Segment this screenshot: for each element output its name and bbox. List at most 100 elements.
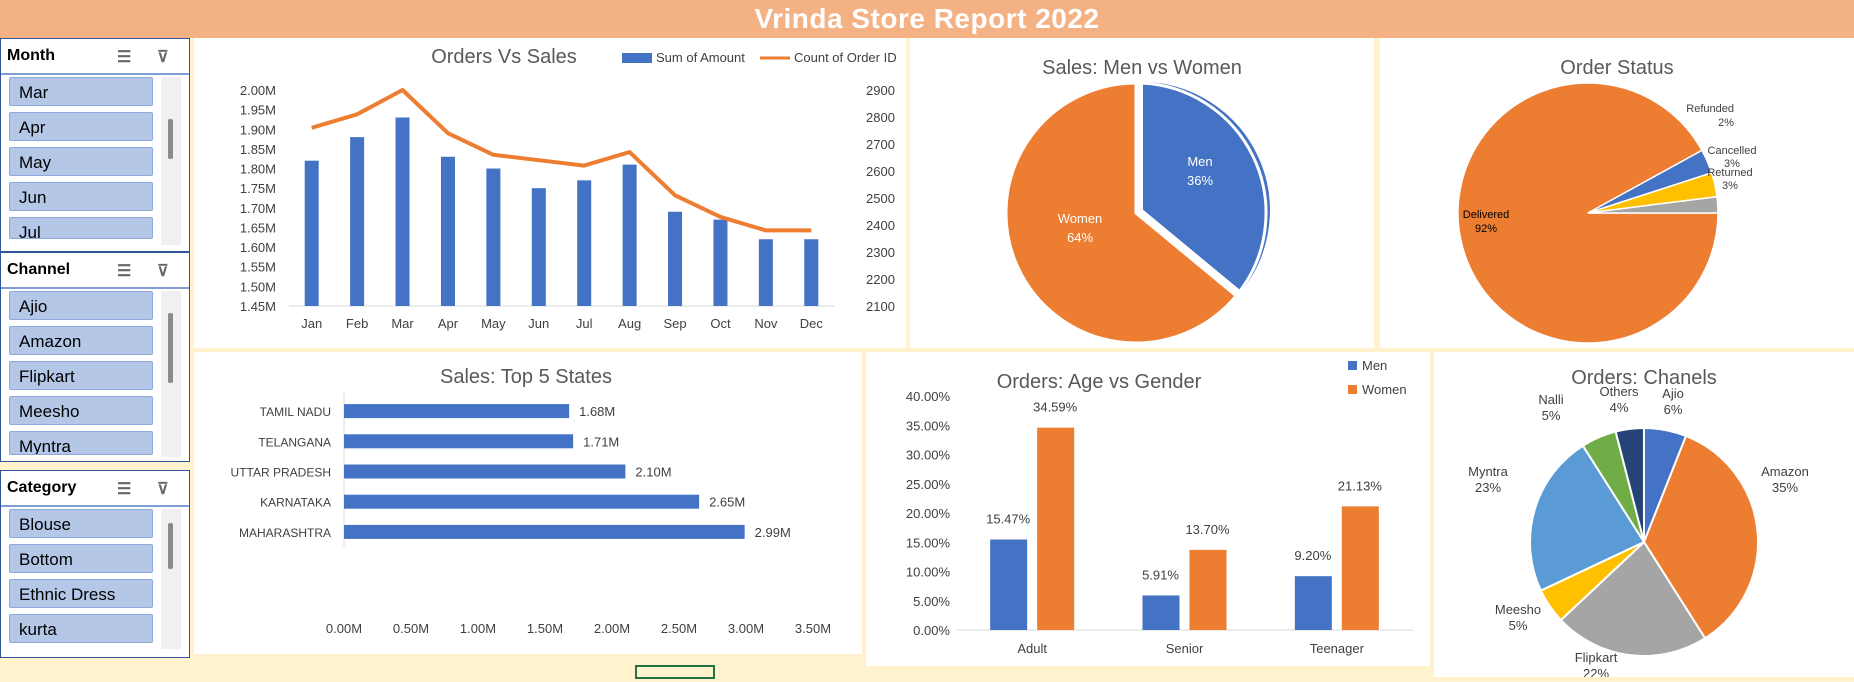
slice-label: Ajio [1662, 386, 1684, 401]
y-tick: 0.00% [913, 623, 950, 638]
bar-state [344, 404, 570, 419]
slicer-item[interactable]: Jul [9, 217, 153, 239]
bar-women [1341, 506, 1379, 630]
scrollbar-thumb[interactable] [168, 523, 173, 569]
multi-select-icon[interactable]: ☰ [117, 481, 132, 498]
x-tick: Apr [438, 316, 459, 331]
y-tick-right: 2700 [866, 137, 895, 152]
multi-select-icon[interactable]: ☰ [117, 263, 132, 280]
bar-state [344, 434, 574, 449]
slicer-header: Category ☰ ⊽ [1, 471, 189, 507]
data-label: 2.10M [635, 465, 671, 480]
clear-filter-icon[interactable]: ⊽ [157, 49, 169, 66]
y-tick: 10.00% [906, 565, 951, 580]
x-tick: 2.50M [661, 621, 697, 636]
pie-slice-myntra [1529, 444, 1646, 592]
slice-label: Meesho [1495, 602, 1541, 617]
slice-label-refunded: Refunded [1686, 103, 1734, 115]
x-tick: Mar [391, 316, 414, 331]
x-tick: May [481, 316, 506, 331]
slicer-scrollbar[interactable] [161, 291, 181, 457]
y-tick-right: 2100 [866, 299, 895, 314]
clear-filter-icon[interactable]: ⊽ [157, 263, 169, 280]
slice-label-men: Men [1187, 154, 1212, 169]
bar-state [344, 494, 700, 509]
slicer-item[interactable]: Ethnic Dress [9, 579, 153, 608]
channel-slicer[interactable]: Channel ☰ ⊽ Ajio Amazon Flipkart Meesho … [0, 252, 190, 462]
legend-label-orders: Count of Order ID [794, 50, 897, 65]
slicer-item[interactable]: kurta [9, 614, 153, 643]
scrollbar-thumb[interactable] [168, 313, 173, 383]
y-tick-left: 1.85M [240, 142, 276, 157]
slice-value-cancelled: 3% [1724, 158, 1740, 170]
slice-value: 5% [1542, 408, 1561, 423]
slicer-item[interactable]: Apr [9, 112, 153, 141]
order-status-panel[interactable]: Order Status Delivered 92% Returned 3% Cancel… [1380, 38, 1854, 348]
month-slicer[interactable]: Month ☰ ⊽ Mar Apr May Jun Jul [0, 38, 190, 252]
age-gender-panel[interactable]: Orders: Age vs Gender Men Women 0.00% 5.00% 1… [866, 352, 1430, 666]
y-tick: 35.00% [906, 418, 951, 433]
multi-select-icon[interactable]: ☰ [117, 49, 132, 66]
bar-state [344, 464, 626, 479]
slice-value-men: 36% [1187, 173, 1213, 188]
slice-value-women: 64% [1067, 230, 1093, 245]
slicer-item[interactable]: Ajio [9, 291, 153, 320]
bar-amount [304, 160, 319, 306]
slicer-item[interactable]: Flipkart [9, 361, 153, 390]
channels-panel[interactable]: Orders: Chanels Ajio 6% Amazon 35% Flipkart 22… [1434, 352, 1854, 681]
x-tick: Nov [754, 316, 778, 331]
sales-gender-panel[interactable]: Sales: Men vs Women Men 36% Women 64% [910, 38, 1374, 348]
bar-amount [622, 164, 637, 306]
slicer-header: Channel ☰ ⊽ [1, 253, 189, 289]
slice-label-women: Women [1058, 211, 1103, 226]
data-label: 21.13% [1338, 478, 1383, 493]
data-label: 1.71M [583, 434, 619, 449]
bar-amount [531, 188, 546, 306]
pie-slice-hidden [1134, 81, 1268, 298]
y-tick-right: 2900 [866, 83, 895, 98]
category-slicer[interactable]: Category ☰ ⊽ Blouse Bottom Ethnic Dress … [0, 470, 190, 658]
data-label: 1.68M [579, 404, 615, 419]
slicer-item[interactable]: Meesho [9, 396, 153, 425]
x-tick: Aug [618, 316, 641, 331]
slice-label: Nalli [1538, 392, 1563, 407]
slicer-scrollbar[interactable] [161, 77, 181, 245]
orders-vs-sales-panel[interactable]: Orders Vs Sales Sum of Amount Count of Ord… [194, 38, 906, 348]
legend-swatch-women [1348, 385, 1357, 394]
y-tick: UTTAR PRADESH [231, 466, 331, 480]
slicer-item[interactable]: Bottom [9, 544, 153, 573]
top-states-panel[interactable]: Sales: Top 5 States TAMIL NADU 1.68M TELANG… [194, 352, 862, 654]
x-tick: 0.50M [393, 621, 429, 636]
slice-value-refunded: 2% [1718, 117, 1734, 129]
slicer-item[interactable]: Jun [9, 182, 153, 211]
slicer-item[interactable]: May [9, 147, 153, 176]
y-tick: 40.00% [906, 389, 951, 404]
slice-label: Myntra [1468, 464, 1509, 479]
chart-title: Orders: Age vs Gender [997, 371, 1202, 393]
slicer-title: Category [7, 479, 77, 496]
y-tick: 25.00% [906, 477, 951, 492]
slice-label: Flipkart [1575, 650, 1618, 665]
slice-value-delivered: 92% [1475, 223, 1497, 235]
slicer-scrollbar[interactable] [161, 509, 181, 649]
y-tick-left: 1.60M [240, 240, 276, 255]
x-tick: Adult [1017, 641, 1047, 656]
slicer-item[interactable]: Amazon [9, 326, 153, 355]
legend-swatch-amount [622, 53, 652, 63]
x-tick: 1.00M [460, 621, 496, 636]
x-tick: Sep [663, 316, 686, 331]
y-tick: KARNATAKA [260, 496, 331, 510]
slicer-item[interactable]: Myntra [9, 431, 153, 455]
slicer-item[interactable]: Blouse [9, 509, 153, 538]
y-tick: 5.00% [913, 594, 950, 609]
slice-value: 4% [1610, 400, 1629, 415]
slicer-item[interactable]: Mar [9, 77, 153, 106]
scrollbar-thumb[interactable] [168, 119, 173, 159]
pie-slice-amazon [1642, 434, 1759, 640]
clear-filter-icon[interactable]: ⊽ [157, 481, 169, 498]
slice-label: Amazon [1761, 464, 1809, 479]
y-tick-right: 2200 [866, 272, 895, 287]
x-tick: Oct [710, 316, 731, 331]
legend-label-women: Women [1362, 382, 1407, 397]
